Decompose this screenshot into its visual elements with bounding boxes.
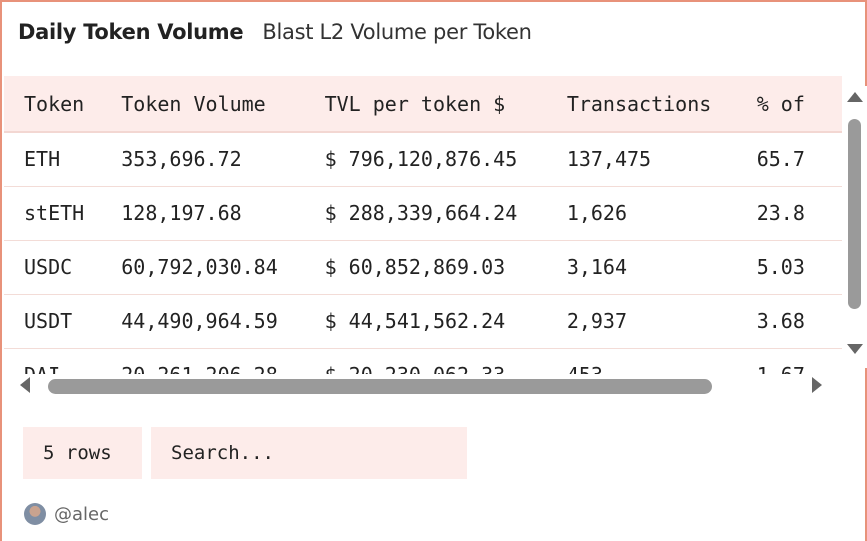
vertical-scrollbar[interactable] xyxy=(842,86,867,368)
column-header-token[interactable]: Token xyxy=(4,76,102,133)
row-count-badge: 5 rows xyxy=(23,427,142,479)
cell-token: USDT xyxy=(4,294,102,349)
table-viewport[interactable]: Token Token Volume TVL per token $ Trans… xyxy=(4,76,842,374)
card-title: Daily Token Volume xyxy=(18,20,244,44)
cell-tvl: $ 20,230,062.33 xyxy=(304,348,547,374)
cell-token: ETH xyxy=(4,132,102,187)
cell-tvl: $ 796,120,876.45 xyxy=(304,132,547,187)
cell-token-volume: 60,792,030.84 xyxy=(101,240,305,295)
cell-token-volume: 20,261,206.28 xyxy=(101,348,305,374)
avatar[interactable] xyxy=(24,503,46,525)
cell-percent: 5.03 xyxy=(736,240,842,295)
cell-percent: 65.7 xyxy=(736,132,842,187)
scroll-up-arrow-icon[interactable] xyxy=(847,92,863,102)
column-header-token-volume[interactable]: Token Volume xyxy=(101,76,305,133)
table-row: USDT 44,490,964.59 $ 44,541,562.24 2,937… xyxy=(4,294,842,349)
cell-transactions: 137,475 xyxy=(546,132,737,187)
search-input[interactable] xyxy=(151,427,467,479)
cell-percent: 23.8 xyxy=(736,186,842,241)
horizontal-scrollbar[interactable] xyxy=(4,374,842,398)
cell-transactions: 3,164 xyxy=(546,240,737,295)
cell-token: DAI xyxy=(4,348,102,374)
card-header: Daily Token Volume Blast L2 Volume per T… xyxy=(18,20,532,52)
column-header-tvl[interactable]: TVL per token $ xyxy=(304,76,547,133)
vertical-scrollbar-thumb[interactable] xyxy=(848,119,861,309)
horizontal-scrollbar-thumb[interactable] xyxy=(48,379,712,394)
cell-percent: 1.67 xyxy=(736,348,842,374)
cell-token-volume: 44,490,964.59 xyxy=(101,294,305,349)
table-header-row: Token Token Volume TVL per token $ Trans… xyxy=(4,76,842,133)
table-row: DAI 20,261,206.28 $ 20,230,062.33 453 1.… xyxy=(4,348,842,374)
scroll-left-arrow-icon[interactable] xyxy=(20,377,30,393)
column-header-transactions[interactable]: Transactions xyxy=(546,76,737,133)
cell-tvl: $ 288,339,664.24 xyxy=(304,186,547,241)
table-row: USDC 60,792,030.84 $ 60,852,869.03 3,164… xyxy=(4,240,842,295)
card-subtitle: Blast L2 Volume per Token xyxy=(262,20,532,44)
cell-percent: 3.68 xyxy=(736,294,842,349)
data-table: Token Token Volume TVL per token $ Trans… xyxy=(4,76,842,374)
cell-transactions: 2,937 xyxy=(546,294,737,349)
cell-token-volume: 353,696.72 xyxy=(101,132,305,187)
table-row: ETH 353,696.72 $ 796,120,876.45 137,475 … xyxy=(4,132,842,187)
cell-tvl: $ 44,541,562.24 xyxy=(304,294,547,349)
cell-tvl: $ 60,852,869.03 xyxy=(304,240,547,295)
cell-token-volume: 128,197.68 xyxy=(101,186,305,241)
scroll-down-arrow-icon[interactable] xyxy=(847,344,863,354)
table-row: stETH 128,197.68 $ 288,339,664.24 1,626 … xyxy=(4,186,842,241)
cell-transactions: 1,626 xyxy=(546,186,737,241)
column-header-percent[interactable]: % of xyxy=(736,76,842,133)
author-handle[interactable]: @alec xyxy=(54,503,110,525)
cell-transactions: 453 xyxy=(546,348,737,374)
scroll-right-arrow-icon[interactable] xyxy=(812,377,822,393)
author-footer: @alec xyxy=(24,502,109,526)
cell-token: stETH xyxy=(4,186,102,241)
cell-token: USDC xyxy=(4,240,102,295)
